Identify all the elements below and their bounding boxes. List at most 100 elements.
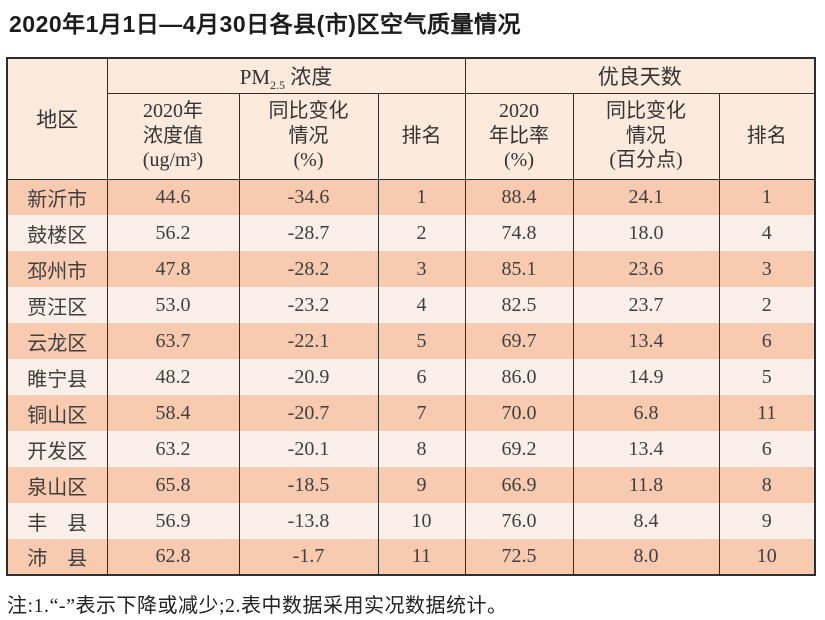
pm25-subscript: 2.5	[270, 77, 286, 92]
cell-pm25_rank: 9	[377, 467, 466, 503]
cell-pm25_value: 53.0	[106, 287, 240, 323]
col-subheader-5: 排名	[718, 92, 816, 180]
cell-good_change: 18.0	[572, 215, 720, 251]
cell-good_rate: 66.9	[464, 467, 574, 503]
cell-good_change: 13.4	[572, 431, 720, 467]
cell-pm25_change: -1.7	[238, 539, 379, 575]
table-row: 泉山区 65.8 -18.5 9 66.9 11.8 8	[6, 467, 816, 503]
cell-good_rank: 3	[718, 251, 816, 287]
cell-good_rank: 11	[718, 395, 816, 431]
cell-good_rank: 9	[718, 503, 816, 539]
cell-good_rank: 1	[718, 179, 816, 215]
cell-pm25_change: -20.9	[238, 359, 379, 395]
cell-pm25_change: -20.1	[238, 431, 379, 467]
col-subheader-0: 2020年 浓度值 (ug/m³)	[106, 92, 240, 180]
col-subheader-3: 2020 年比率 (%)	[464, 92, 574, 180]
cell-good_rate: 82.5	[464, 287, 574, 323]
cell-good_change: 23.6	[572, 251, 720, 287]
cell-pm25_value: 58.4	[106, 395, 240, 431]
page-title: 2020年1月1日—4月30日各县(市)区空气质量情况	[9, 11, 521, 37]
cell-pm25_value: 56.2	[106, 215, 240, 251]
cell-good_rank: 4	[718, 215, 816, 251]
cell-good_rate: 85.1	[464, 251, 574, 287]
pm25-suffix: 浓度	[285, 64, 333, 89]
cell-pm25_value: 44.6	[106, 179, 240, 215]
cell-pm25_rank: 5	[377, 323, 466, 359]
cell-pm25_change: -28.2	[238, 251, 379, 287]
cell-pm25_value: 65.8	[106, 467, 240, 503]
cell-pm25_rank: 2	[377, 215, 466, 251]
cell-good_rate: 69.2	[464, 431, 574, 467]
cell-pm25_value: 56.9	[106, 503, 240, 539]
table-header: 地区 PM2.5 浓度 优良天数 2020年 浓度值 (ug/m³) 同比变化 情…	[6, 57, 816, 180]
cell-good_rank: 6	[718, 431, 816, 467]
cell-pm25_value: 63.7	[106, 323, 240, 359]
cell-pm25_rank: 6	[377, 359, 466, 395]
table-row: 沛 县 62.8 -1.7 11 72.5 8.0 10	[6, 539, 816, 575]
cell-region: 云龙区	[6, 323, 108, 359]
table-row: 鼓楼区 56.2 -28.7 2 74.8 18.0 4	[6, 215, 816, 251]
cell-good_rank: 5	[718, 359, 816, 395]
cell-region: 沛 县	[6, 539, 108, 575]
cell-pm25_value: 48.2	[106, 359, 240, 395]
cell-region: 睢宁县	[6, 359, 108, 395]
cell-pm25_rank: 3	[377, 251, 466, 287]
cell-pm25_value: 62.8	[106, 539, 240, 575]
cell-pm25_change: -13.8	[238, 503, 379, 539]
footnote: 注:1.“-”表示下降或减少;2.表中数据采用实况数据统计。	[7, 595, 508, 617]
table-row: 新沂市 44.6 -34.6 1 88.4 24.1 1	[6, 179, 816, 215]
col-subheader-2: 排名	[377, 92, 466, 180]
col-subheader-4: 同比变化 情况 (百分点)	[572, 92, 720, 180]
cell-good_change: 23.7	[572, 287, 720, 323]
cell-pm25_rank: 7	[377, 395, 466, 431]
table-row: 云龙区 63.7 -22.1 5 69.7 13.4 6	[6, 323, 816, 359]
col-group-pm25: PM2.5 浓度	[106, 57, 466, 94]
cell-good_rate: 70.0	[464, 395, 574, 431]
col-group-good-days: 优良天数	[464, 57, 816, 94]
cell-region: 铜山区	[6, 395, 108, 431]
cell-pm25_change: -23.2	[238, 287, 379, 323]
cell-good_change: 13.4	[572, 323, 720, 359]
cell-good_rank: 2	[718, 287, 816, 323]
cell-pm25_change: -34.6	[238, 179, 379, 215]
cell-pm25_value: 63.2	[106, 431, 240, 467]
cell-region: 鼓楼区	[6, 215, 108, 251]
cell-good_change: 24.1	[572, 179, 720, 215]
cell-pm25_rank: 11	[377, 539, 466, 575]
cell-good_rate: 72.5	[464, 539, 574, 575]
cell-good_rate: 74.8	[464, 215, 574, 251]
cell-region: 邳州市	[6, 251, 108, 287]
cell-good_rank: 6	[718, 323, 816, 359]
cell-pm25_rank: 1	[377, 179, 466, 215]
group-header-row: 地区 PM2.5 浓度 优良天数	[6, 57, 816, 180]
cell-pm25_change: -18.5	[238, 467, 379, 503]
table-row: 睢宁县 48.2 -20.9 6 86.0 14.9 5	[6, 359, 816, 395]
air-quality-table: 地区 PM2.5 浓度 优良天数 2020年 浓度值 (ug/m³) 同比变化 情…	[6, 57, 816, 576]
cell-good_rate: 69.7	[464, 323, 574, 359]
cell-good_rate: 86.0	[464, 359, 574, 395]
cell-pm25_change: -28.7	[238, 215, 379, 251]
cell-good_change: 6.8	[572, 395, 720, 431]
col-header-region: 地区	[6, 57, 108, 180]
cell-good_change: 11.8	[572, 467, 720, 503]
cell-pm25_change: -22.1	[238, 323, 379, 359]
cell-good_change: 8.4	[572, 503, 720, 539]
table-row: 开发区 63.2 -20.1 8 69.2 13.4 6	[6, 431, 816, 467]
table-row: 邳州市 47.8 -28.2 3 85.1 23.6 3	[6, 251, 816, 287]
cell-good_rate: 76.0	[464, 503, 574, 539]
cell-good_rank: 8	[718, 467, 816, 503]
cell-region: 丰 县	[6, 503, 108, 539]
cell-pm25_rank: 8	[377, 431, 466, 467]
cell-region: 开发区	[6, 431, 108, 467]
cell-region: 新沂市	[6, 179, 108, 215]
table-row: 丰 县 56.9 -13.8 10 76.0 8.4 9	[6, 503, 816, 539]
cell-region: 泉山区	[6, 467, 108, 503]
cell-region: 贾汪区	[6, 287, 108, 323]
table-row: 铜山区 58.4 -20.7 7 70.0 6.8 11	[6, 395, 816, 431]
table-body: 新沂市 44.6 -34.6 1 88.4 24.1 1 鼓楼区 56.2 -28.7 2 74.8 1…	[6, 179, 816, 575]
table-row: 贾汪区 53.0 -23.2 4 82.5 23.7 2	[6, 287, 816, 323]
cell-good_change: 8.0	[572, 539, 720, 575]
col-subheader-1: 同比变化 情况 (%)	[238, 92, 379, 180]
cell-pm25_change: -20.7	[238, 395, 379, 431]
